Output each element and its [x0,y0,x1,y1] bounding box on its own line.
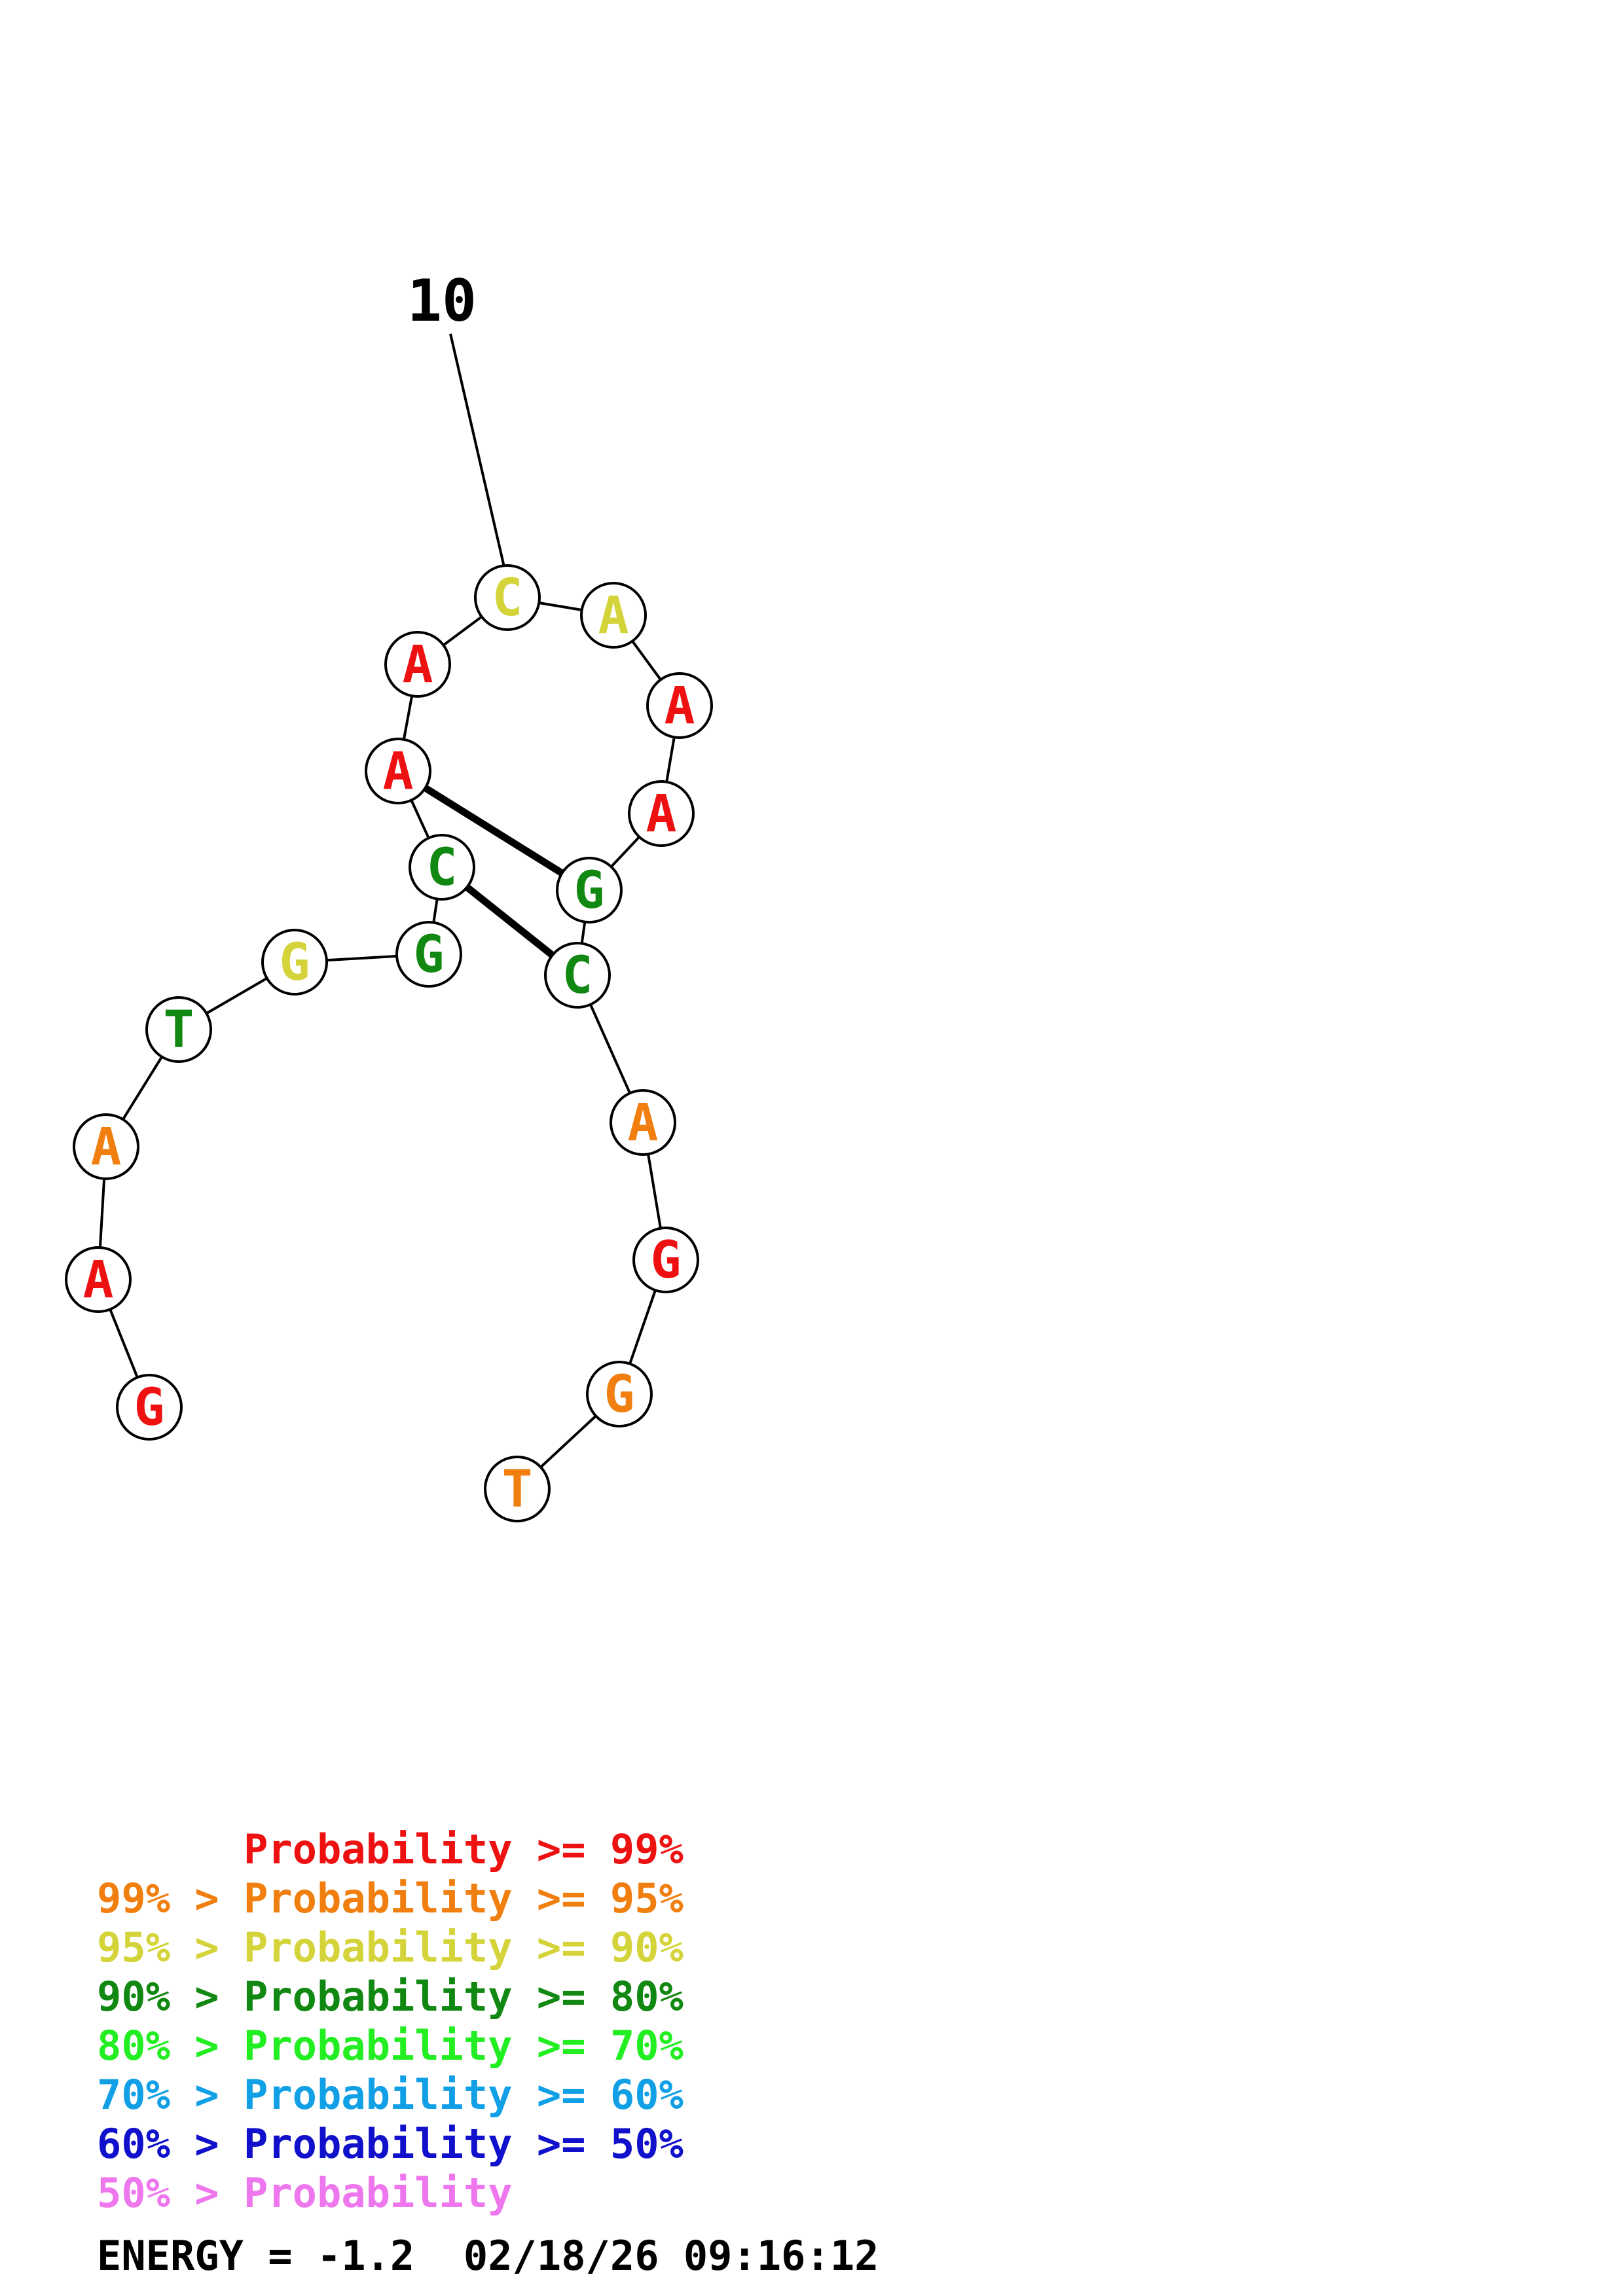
legend-lower-bound: 80% > [97,2022,244,2070]
legend-row: 80% > Probability >= 70% [97,2021,684,2070]
nucleotide-circle [556,857,623,924]
nucleotide-15: C [544,942,611,1009]
nucleotide-circle [610,1089,676,1156]
nucleotide-19: T [484,1456,551,1522]
legend-lower-bound [97,1825,244,1873]
legend-row: 60% > Probability >= 50% [97,2119,684,2168]
nucleotide-3: A [73,1113,139,1180]
legend-lower-bound: 90% > [97,1973,244,2020]
nucleotide-circle [586,1361,653,1427]
nucleotide-6: G [395,921,462,988]
legend-label: Probability >= 80% [243,1973,684,2020]
nucleotide-16: A [610,1089,676,1156]
nucleotide-4: T [145,996,212,1063]
position-10-tick [449,333,505,567]
legend-label: Probability >= 90% [243,1924,684,1971]
nucleotide-circle [365,738,431,804]
legend-lower-bound: 70% > [97,2071,244,2119]
legend-label: Probability >= 70% [243,2022,684,2070]
nucleotide-1: G [116,1374,183,1441]
legend-lower-bound: 95% > [97,1924,244,1971]
nucleotide-circle [628,780,695,847]
nucleotide-letter: T [502,1460,533,1519]
nucleotide-circle [73,1113,139,1180]
nucleotide-8: A [365,738,431,804]
legend-row: 99% > Probability >= 95% [97,1874,684,1923]
energy-footer: ENERGY = -1.2 02/18/26 09:16:12 [97,2232,879,2280]
nucleotide-letter: A [628,1094,659,1153]
legend-row: 70% > Probability >= 60% [97,2070,684,2119]
nucleotide-12: A [646,672,713,739]
nucleotide-letter: C [492,569,523,628]
nucleotide-letter: G [604,1365,635,1424]
nucleotide-circle [261,929,328,996]
nucleotide-letter: G [280,933,310,992]
nucleotide-circle [580,582,647,649]
nucleotide-11: A [580,582,647,649]
nucleotide-circle [646,672,713,739]
nucleotide-circle [395,921,462,988]
nucleotide-circle [632,1227,699,1293]
legend-lower-bound: 99% > [97,1874,244,1922]
base-pair-bond [396,768,591,893]
position-10-label: 10 [407,267,477,334]
nucleotide-circle [145,996,212,1063]
legend-label: Probability >= 60% [243,2071,684,2119]
legend-row: 90% > Probability >= 80% [97,1972,684,2021]
nucleotide-14: G [556,857,623,924]
position-marker: 10 [407,267,505,567]
nucleotide-circle [474,564,541,631]
nucleotide-letter: C [427,838,458,897]
legend-row: 50% > Probability [97,2168,684,2217]
nucleotide-letter: A [91,1118,122,1177]
probability-legend: Probability >= 99% 99% > Probability >= 9… [97,1825,684,2217]
legend-label: Probability [243,2169,513,2217]
nucleotide-13: A [628,780,695,847]
nucleotide-circle [409,834,475,901]
nucleotide-letter: A [646,785,677,844]
nucleotide-letter: T [164,1001,194,1060]
nucleotide-7: C [409,834,475,901]
nucleotide-circle [544,942,611,1009]
legend-label: Probability >= 50% [243,2120,684,2168]
nucleotide-18: G [586,1361,653,1427]
nucleotide-letter: A [403,636,433,694]
nucleotide-letter: C [562,946,593,1005]
nucleotide-circle [116,1374,183,1441]
nucleotide-circle [384,631,451,698]
nucleotide-2: A [65,1246,132,1313]
nucleotide-9: A [384,631,451,698]
nucleotide-letter: G [651,1231,682,1290]
nucleotide-letter: A [383,742,414,801]
nucleotide-letter: A [665,677,695,736]
legend-lower-bound: 50% > [97,2169,244,2217]
nucleotide-letter: G [414,925,445,984]
nucleotide-5: G [261,929,328,996]
legend-row: Probability >= 99% [97,1825,684,1874]
nucleotide-circle [65,1246,132,1313]
nucleotide-letter: G [134,1378,165,1437]
nucleotide-letter: A [598,586,629,645]
nucleotide-10: C [474,564,541,631]
legend-label: Probability >= 99% [243,1825,684,1873]
nucleotide-letter: G [574,861,605,920]
legend-label: Probability >= 95% [243,1874,684,1922]
nucleotide-17: G [632,1227,699,1293]
nucleotide-circle [484,1456,551,1522]
legend-row: 95% > Probability >= 90% [97,1923,684,1972]
legend-lower-bound: 60% > [97,2120,244,2168]
nucleotide-letter: A [83,1251,114,1310]
